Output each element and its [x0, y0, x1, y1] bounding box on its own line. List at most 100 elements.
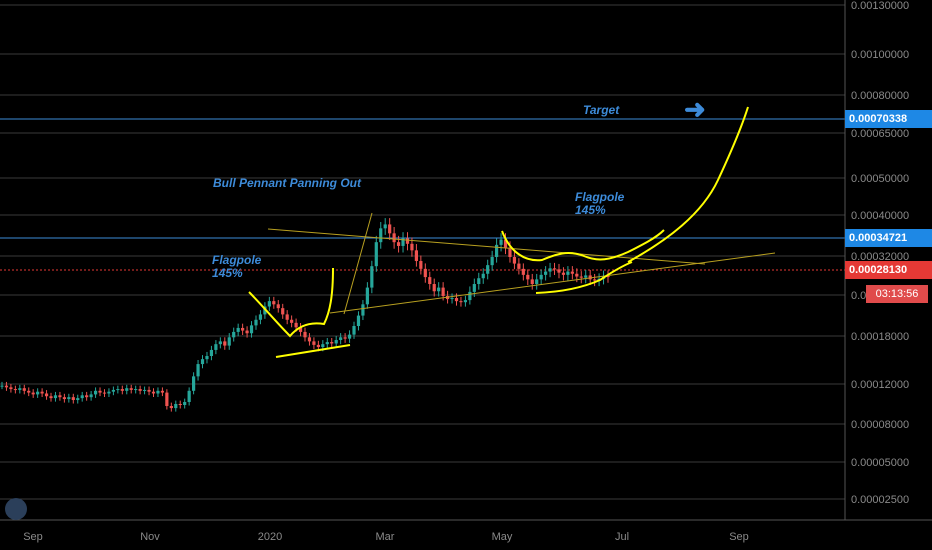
candle-body	[575, 273, 579, 277]
candle-body	[396, 242, 401, 246]
candle-body	[548, 268, 552, 272]
candle-body	[307, 337, 312, 342]
candle-body	[129, 388, 133, 390]
candle-body	[486, 265, 490, 274]
candle-body	[463, 300, 468, 303]
candle-body	[321, 344, 325, 348]
candle-body	[566, 271, 570, 275]
candle-body	[347, 334, 352, 339]
candle-body	[254, 319, 258, 326]
candle-body	[18, 388, 22, 390]
x-tick-label: Sep	[729, 531, 749, 543]
candle-body	[557, 269, 561, 273]
candle-body	[374, 242, 378, 267]
candle-body	[503, 239, 508, 248]
candle-body	[334, 340, 338, 344]
candle-body	[272, 301, 276, 305]
candle-body	[125, 388, 129, 391]
candle-body	[116, 389, 120, 391]
curve-left-base	[275, 344, 351, 358]
arrow-right-icon: ➜	[684, 94, 706, 124]
candle-body	[352, 326, 356, 335]
candle-body	[67, 397, 71, 400]
candle-body	[588, 275, 592, 280]
time-axis[interactable]	[0, 520, 845, 550]
candle-body	[356, 315, 361, 327]
y-tick-label: 0.00100000	[851, 49, 909, 61]
candle-body	[414, 250, 418, 262]
candle-body	[535, 279, 539, 285]
candle-body	[249, 325, 254, 334]
candle-body	[98, 390, 102, 393]
candle-body	[539, 274, 543, 280]
candle-body	[223, 341, 227, 346]
candle-body	[526, 274, 530, 280]
candle-body	[93, 390, 98, 395]
candle-body	[187, 390, 191, 402]
candle-body	[85, 395, 89, 398]
candle-body	[405, 238, 410, 244]
candle-body	[53, 395, 58, 399]
candle-body	[441, 287, 445, 297]
curve-right-base	[535, 261, 633, 294]
x-tick-label: 2020	[258, 531, 282, 543]
candle-body	[330, 342, 334, 344]
tradingview-logo-icon[interactable]	[5, 498, 27, 520]
annotation-flagpole-left-pct: 145%	[212, 266, 243, 280]
candle-body	[49, 396, 53, 399]
candle-body	[459, 301, 463, 303]
candle-body	[196, 364, 200, 377]
flagpole-line	[343, 212, 373, 315]
candle-body	[379, 228, 383, 243]
candle-body	[285, 314, 289, 320]
candle-body	[339, 337, 343, 341]
candle-body	[495, 244, 499, 257]
candle-body	[267, 301, 271, 307]
annotation-flagpole-left: Flagpole	[212, 253, 262, 267]
x-tick-label: May	[492, 531, 513, 543]
candle-body	[361, 304, 365, 316]
candle-body	[241, 327, 245, 331]
annotation-flagpole-right-pct: 145%	[575, 203, 606, 217]
candle-body	[579, 276, 583, 278]
candle-body	[561, 272, 566, 275]
candle-body	[205, 356, 209, 360]
candle-body	[325, 342, 329, 345]
y-tick-label: 0.00032000	[851, 251, 909, 263]
candle-body	[107, 391, 111, 394]
candle-body	[263, 306, 267, 315]
candle-body	[294, 322, 298, 328]
trendline-lower	[329, 252, 776, 314]
curve-projection	[627, 106, 749, 263]
candle-body	[521, 268, 525, 275]
curve-left-cup	[248, 267, 334, 338]
candle-body	[13, 389, 17, 391]
candle-body	[454, 298, 459, 302]
candle-body	[472, 284, 476, 292]
y-tick-label: 0.00002500	[851, 494, 909, 506]
candle-body	[383, 224, 387, 229]
annotation-flagpole-right: Flagpole	[575, 190, 625, 204]
candle-body	[102, 392, 107, 394]
candle-body	[410, 243, 414, 251]
candle-body	[160, 390, 165, 393]
candle-body	[4, 385, 9, 388]
candle-body	[27, 390, 31, 393]
price-badge-level: 0.00034721	[845, 229, 932, 247]
candle-body	[120, 389, 124, 391]
candle-body	[111, 389, 115, 392]
candle-body	[40, 391, 44, 394]
y-tick-label: 0.00065000	[851, 128, 909, 140]
y-tick-label: 0.00012000	[851, 379, 909, 391]
candle-body	[178, 403, 182, 405]
candle-body	[62, 397, 66, 400]
candle-body	[192, 376, 196, 391]
annotation-bull-pennant: Bull Pennant Panning Out	[213, 176, 361, 190]
candle-body	[9, 387, 13, 390]
price-axis[interactable]	[845, 0, 932, 520]
candle-body	[134, 389, 138, 391]
candle-body	[80, 395, 84, 399]
candle-body	[423, 268, 427, 278]
y-tick-label: 0.00130000	[851, 0, 909, 12]
